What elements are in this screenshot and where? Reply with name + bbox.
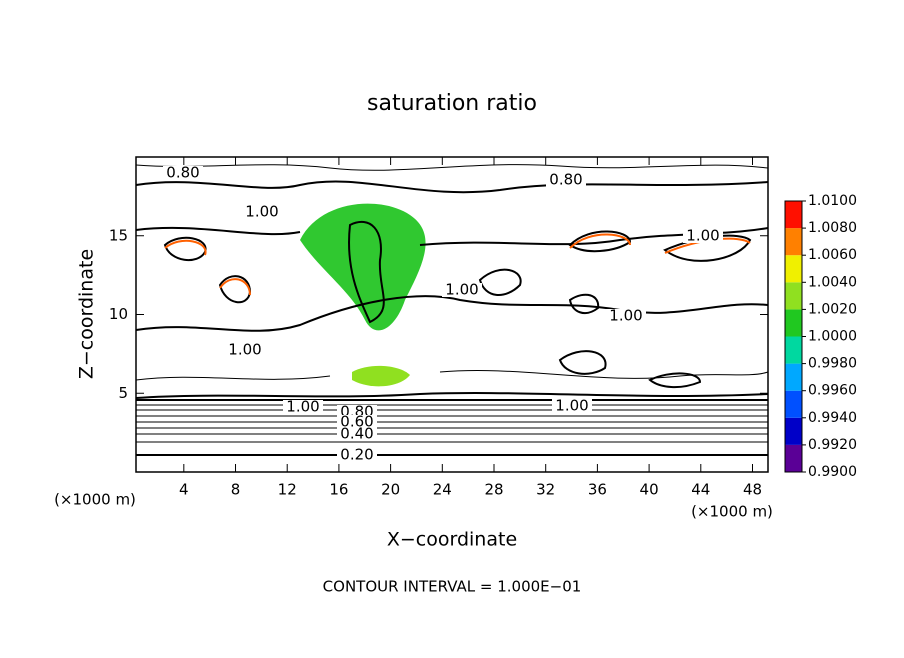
x-tick-label: 40 — [640, 481, 659, 499]
contour-field — [135, 164, 769, 456]
colorbar-swatch — [785, 282, 802, 310]
x-tick-label: 28 — [484, 481, 503, 499]
contour-line — [135, 164, 769, 171]
colorbar-swatch — [785, 336, 802, 364]
contour-line — [135, 180, 769, 194]
colorbar-tick-label: 0.9960 — [808, 383, 857, 399]
contour-label: 1.00 — [609, 307, 642, 325]
colorbar-tick-label: 0.9980 — [808, 356, 857, 372]
x-tick-label: 12 — [278, 481, 297, 499]
plot-frame — [135, 156, 769, 473]
x-tick-label: 24 — [433, 481, 452, 499]
x-tick-label: 48 — [743, 481, 762, 499]
x-tick-label: 4 — [179, 481, 189, 499]
colorbar-tick-label: 0.9920 — [808, 437, 857, 453]
contour-label-bg — [337, 415, 377, 429]
colorbar-swatch — [785, 390, 802, 418]
contour-line — [163, 230, 752, 388]
contour-label: 1.00 — [245, 203, 278, 221]
y-tick-label: 15 — [109, 226, 128, 244]
contour-label: 0.80 — [549, 171, 582, 189]
contour-label: 0.60 — [340, 413, 373, 431]
colorbar-swatch — [785, 228, 802, 256]
x-tick-label: 16 — [329, 481, 348, 499]
colorbar-swatch — [785, 444, 802, 472]
contour-line — [135, 370, 769, 381]
colorbar-tick-label: 1.0100 — [808, 193, 857, 209]
colorbar-swatch — [785, 201, 802, 229]
colorbar-swatch — [785, 309, 802, 337]
contour-label-bg — [546, 173, 586, 187]
contour-label-bg — [683, 229, 723, 243]
x-axis-label: X−coordinate — [387, 529, 517, 551]
x-unit: (×1000 m) — [691, 503, 773, 521]
x-tick-label: 8 — [231, 481, 241, 499]
contour-label: 1.00 — [555, 397, 588, 415]
contour-label-bg — [606, 309, 646, 323]
y-axis-label: Z−coordinate — [76, 249, 98, 379]
contour-label: 1.00 — [686, 227, 719, 245]
x-tick-label: 44 — [691, 481, 710, 499]
y-unit: (×1000 m) — [54, 491, 136, 509]
contour-label-bg — [442, 283, 482, 297]
contour-line — [135, 392, 769, 399]
colorbar-tick-label: 1.0000 — [808, 329, 857, 345]
colorbar-tick-label: 0.9900 — [808, 464, 857, 480]
contour-label: 1.00 — [445, 281, 478, 299]
contour-line — [348, 220, 385, 324]
contour-line — [135, 295, 769, 332]
colorbar-swatch — [785, 363, 802, 391]
y-tick-label: 10 — [109, 305, 128, 323]
contour-label-bg — [242, 205, 282, 219]
contour-line — [136, 404, 768, 456]
x-tick-label: 20 — [381, 481, 400, 499]
contour-label-bg — [163, 166, 203, 180]
contour-label-bg — [337, 427, 377, 441]
contour-color-edge — [164, 233, 751, 296]
contour-label: 0.40 — [340, 425, 373, 443]
contour-label-bg — [225, 343, 265, 357]
colorbar-tick-label: 0.9940 — [808, 410, 857, 426]
chart-title: saturation ratio — [367, 91, 537, 116]
x-tick-label: 36 — [588, 481, 607, 499]
colorbar-tick-label: 1.0060 — [808, 247, 857, 263]
contour-line — [136, 399, 768, 456]
contour-label-bg — [337, 448, 377, 462]
colorbar-swatch — [785, 417, 802, 445]
contour-label: 1.00 — [286, 398, 319, 416]
contour-label: 1.00 — [228, 341, 261, 359]
contour-label: 0.20 — [340, 446, 373, 464]
contour-line — [135, 226, 769, 246]
colorbar-tick-label: 1.0080 — [808, 220, 857, 236]
colorbar-tick-label: 1.0040 — [808, 274, 857, 290]
contour-label-bg — [552, 399, 592, 413]
supersat-region — [352, 365, 410, 387]
colorbar-swatch — [785, 255, 802, 283]
contour-label: 0.80 — [166, 164, 199, 182]
colorbar-tick-label: 1.0020 — [808, 301, 857, 317]
y-tick-label: 5 — [118, 384, 128, 402]
contour-label-bg — [283, 400, 323, 414]
annotation: CONTOUR INTERVAL = 1.000E−01 — [323, 578, 582, 596]
x-tick-label: 32 — [536, 481, 555, 499]
